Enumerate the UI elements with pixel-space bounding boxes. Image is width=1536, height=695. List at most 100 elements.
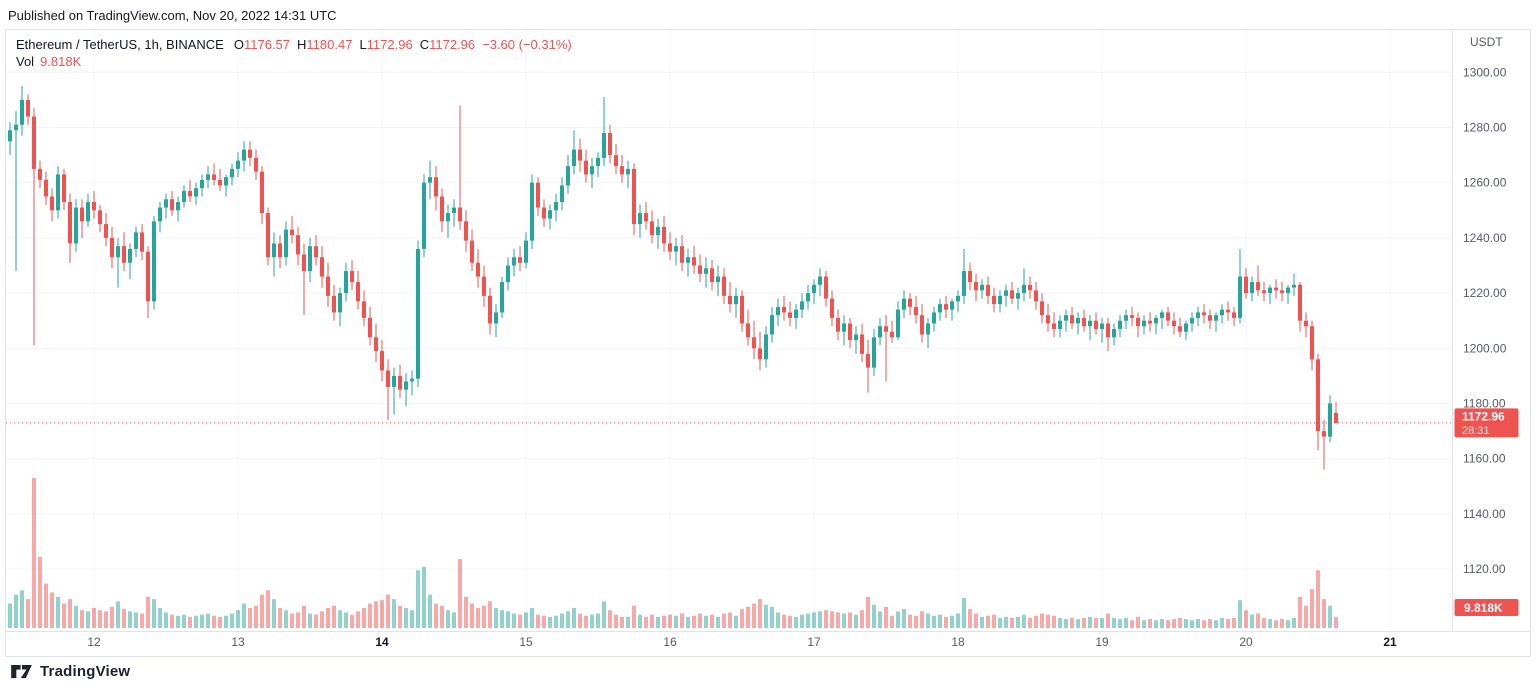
candle-body	[464, 221, 468, 241]
volume-bar	[758, 599, 762, 628]
volume-bar	[1286, 620, 1290, 628]
volume-bar	[644, 616, 648, 628]
volume-bar	[950, 615, 954, 628]
candle-body	[158, 207, 162, 222]
candle-body	[830, 298, 834, 318]
volume-bar	[134, 612, 138, 628]
candle-body	[1280, 290, 1284, 294]
candle-body	[284, 229, 288, 258]
candle-body	[1220, 309, 1224, 316]
volume-bar	[1118, 619, 1122, 628]
candle-body	[1130, 315, 1134, 318]
volume-bar	[1202, 620, 1206, 628]
price-tick-label: 1180.00	[1463, 397, 1506, 411]
candle-body	[560, 185, 564, 203]
tradingview-logo[interactable]: TradingView	[10, 663, 130, 680]
candle-body	[44, 179, 48, 197]
candle-body	[494, 312, 498, 324]
volume-bar	[152, 599, 156, 628]
candle-body	[1112, 328, 1116, 338]
volume-bar	[674, 615, 678, 628]
candle-body	[818, 276, 822, 285]
volume-bar	[302, 605, 306, 628]
volume-bar	[380, 600, 384, 628]
volume-bar	[62, 603, 66, 628]
volume-bar	[86, 611, 90, 628]
candle-body	[1268, 287, 1272, 294]
candle-body	[794, 309, 798, 318]
volume-bar	[116, 601, 120, 628]
candle-body	[590, 166, 594, 175]
candle-body	[800, 301, 804, 310]
volume-bar	[1124, 618, 1128, 628]
candle-body	[944, 304, 948, 310]
volume-bar	[1166, 620, 1170, 628]
candle-body	[848, 323, 852, 341]
candle-body	[662, 226, 666, 244]
price-tick-label: 1260.00	[1463, 176, 1507, 190]
volume-bar	[1160, 619, 1164, 628]
candle-body	[530, 182, 534, 241]
candle-body	[344, 271, 348, 294]
candle-body	[914, 306, 918, 316]
volume-bar	[296, 612, 300, 628]
candle-body	[212, 174, 216, 180]
candle-body	[1136, 317, 1140, 327]
candle-body	[566, 166, 570, 186]
volume-bar	[980, 616, 984, 628]
volume-bar	[902, 609, 906, 628]
volume-bar	[278, 608, 282, 628]
volume-bar	[104, 611, 108, 628]
candle-body	[1148, 320, 1152, 324]
volume-bar	[1208, 619, 1212, 628]
volume-bar	[476, 608, 480, 628]
candle-body	[974, 282, 978, 291]
candle-body	[524, 240, 528, 263]
candle-body	[1196, 312, 1200, 318]
candle-body	[902, 298, 906, 310]
day-label-12: 12	[87, 635, 101, 649]
volume-bar	[776, 612, 780, 628]
volume-bar	[1016, 616, 1020, 628]
volume-bar	[470, 603, 474, 628]
volume-bar	[1088, 616, 1092, 628]
candle-body	[476, 262, 480, 277]
volume-bar	[836, 612, 840, 628]
volume-bar	[1232, 618, 1236, 628]
volume-bar	[860, 610, 864, 628]
candle-body	[470, 240, 474, 263]
volume-bar	[308, 613, 312, 628]
volume-bar	[404, 608, 408, 628]
price-tick-label: 1160.00	[1463, 452, 1506, 466]
volume-bar	[44, 583, 48, 628]
candle-body	[56, 174, 60, 211]
volume-bar	[926, 613, 930, 628]
volume-bar	[92, 608, 96, 628]
volume-bar	[1214, 620, 1218, 628]
volume-bar	[398, 605, 402, 628]
candle-body	[26, 99, 30, 117]
volume-bar	[212, 615, 216, 628]
volume-badge: 9.818K	[1454, 599, 1519, 616]
volume-bar	[140, 613, 144, 628]
volume-bar	[164, 612, 168, 628]
candle-body	[1034, 290, 1038, 302]
volume-bar	[158, 608, 162, 628]
candle-body	[122, 246, 126, 263]
volume-bar	[1304, 605, 1308, 628]
volume-bar	[350, 614, 354, 628]
volume-bar	[620, 616, 624, 628]
volume-bar	[1328, 605, 1332, 628]
tradingview-logo-text: TradingView	[40, 663, 131, 680]
candle-body	[1118, 320, 1122, 329]
candle-body	[854, 334, 858, 341]
volume-bar	[224, 615, 228, 628]
volume-bar	[494, 608, 498, 628]
volume-bar	[320, 611, 324, 628]
candle-body	[416, 248, 420, 379]
candle-body	[932, 312, 936, 324]
frame-rect	[5, 29, 1531, 657]
candle-body	[962, 271, 966, 296]
candle-body	[146, 251, 150, 302]
